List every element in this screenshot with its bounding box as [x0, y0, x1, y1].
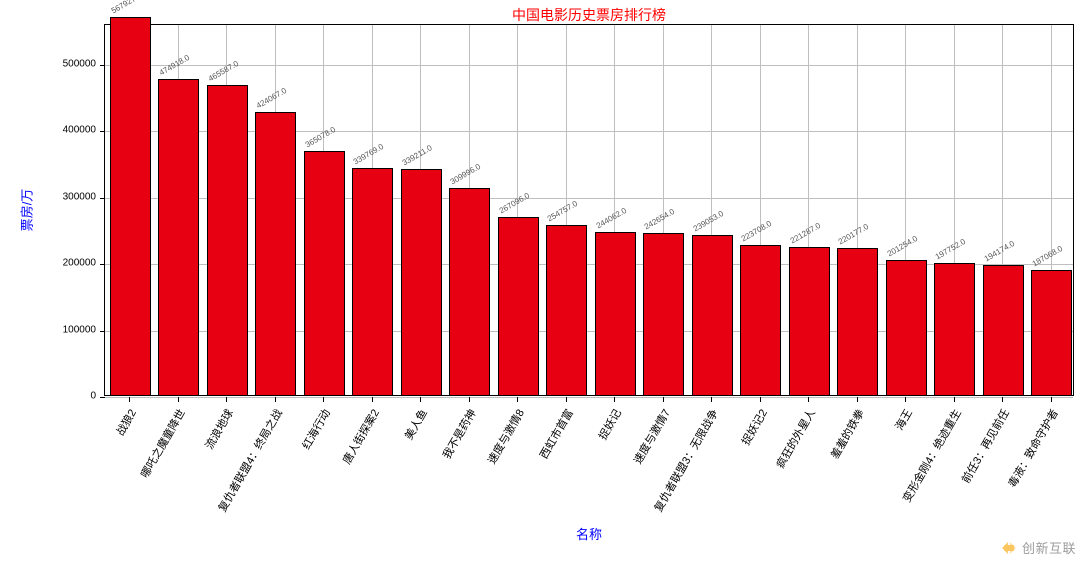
bar [304, 151, 345, 395]
y-tick-label: 200000 [63, 258, 96, 269]
logo-icon [1000, 539, 1018, 560]
bar [255, 112, 296, 395]
bar-value-label: 201254.0 [886, 234, 919, 258]
grid-line [105, 397, 1073, 398]
bar [352, 168, 393, 395]
bar [595, 232, 636, 395]
bar-value-label: 197752.0 [934, 237, 967, 261]
bar-value-label: 365078.0 [304, 125, 337, 149]
bar-value-label: 339211.0 [401, 143, 434, 167]
x-tick [1002, 397, 1003, 402]
bar-value-label: 221287.0 [789, 221, 822, 245]
x-tick [905, 397, 906, 402]
y-tick [100, 131, 105, 132]
bar-value-label: 242654.0 [643, 207, 676, 231]
x-tick [954, 397, 955, 402]
x-tick [711, 397, 712, 402]
bar-value-label: 424067.0 [255, 86, 288, 110]
bar [401, 169, 442, 395]
x-tick-label: 美人鱼 [401, 406, 431, 443]
y-tick-label: 400000 [63, 125, 96, 136]
bar-value-label: 194174.0 [983, 239, 1016, 263]
bar [110, 17, 151, 395]
x-tick-label: 哪吒之魔童降世 [136, 406, 188, 481]
bar [546, 225, 587, 395]
x-tick [129, 397, 130, 402]
bar-value-label: 309996.0 [449, 162, 482, 186]
y-tick [100, 331, 105, 332]
y-tick-label: 100000 [63, 324, 96, 335]
bar-value-label: 465587.0 [207, 59, 240, 83]
x-axis-label: 名称 [576, 524, 602, 543]
bar [740, 245, 781, 395]
grid-line [105, 264, 1073, 265]
x-tick-label: 速度与激情8 [484, 406, 528, 467]
x-tick-label: 流浪地球 [201, 406, 237, 452]
x-tick-label: 红海行动 [298, 406, 334, 452]
bar [983, 265, 1024, 395]
chart-title: 中国电影历史票房排行榜 [105, 5, 1073, 25]
x-tick-label: 海王 [891, 406, 916, 433]
bar [886, 260, 927, 395]
bar-value-label: 239053.0 [692, 209, 725, 233]
grid-line [105, 131, 1073, 132]
x-tick [808, 397, 809, 402]
bar [449, 188, 490, 395]
bar-value-label: 220177.0 [837, 222, 870, 246]
bar-value-label: 339769.0 [352, 142, 385, 166]
x-tick [566, 397, 567, 402]
y-tick [100, 264, 105, 265]
x-tick [469, 397, 470, 402]
x-tick-label: 战狼2 [112, 406, 140, 438]
x-tick [1051, 397, 1052, 402]
x-tick [178, 397, 179, 402]
watermark-text: 创新互联 [1022, 541, 1076, 556]
x-tick [275, 397, 276, 402]
x-tick [663, 397, 664, 402]
x-tick [323, 397, 324, 402]
x-tick-label: 毒液：致命守护者 [1004, 406, 1062, 490]
x-tick [226, 397, 227, 402]
x-tick-label: 疯狂的外星人 [772, 406, 819, 471]
x-tick-label: 前任3：再见前任 [958, 406, 1013, 486]
y-tick-label: 300000 [63, 191, 96, 202]
bar-value-label: 267096.0 [498, 190, 531, 214]
x-tick [760, 397, 761, 402]
y-axis-label: 票房/万 [17, 189, 36, 232]
bar [158, 79, 199, 395]
x-tick [614, 397, 615, 402]
bar [1031, 270, 1072, 395]
y-tick-label: 500000 [63, 58, 96, 69]
x-tick [857, 397, 858, 402]
x-tick-label: 捉妖记 [595, 406, 625, 443]
bar [643, 233, 684, 395]
bar-value-label: 223708.0 [740, 219, 773, 243]
x-tick [372, 397, 373, 402]
watermark: 创新互联 [1000, 538, 1076, 560]
x-tick-label: 速度与激情7 [629, 406, 673, 467]
grid-line [105, 331, 1073, 332]
x-tick-label: 唐人街探案2 [338, 406, 382, 467]
x-tick [420, 397, 421, 402]
y-tick-label: 0 [90, 391, 96, 402]
bar-value-label: 254757.0 [546, 199, 579, 223]
bar [837, 248, 878, 395]
x-tick-label: 西虹市首富 [535, 406, 576, 462]
grid-line [105, 65, 1073, 66]
bar [692, 235, 733, 395]
plot-area: 中国电影历史票房排行榜567927.0474918.0465587.042406… [104, 24, 1074, 396]
y-tick [100, 65, 105, 66]
bar [207, 85, 248, 395]
grid-line [105, 198, 1073, 199]
y-tick [100, 198, 105, 199]
x-tick-label: 羞羞的铁拳 [826, 406, 867, 462]
x-tick-label: 我不是药神 [438, 406, 479, 462]
bar [789, 247, 830, 395]
bar [498, 217, 539, 395]
x-tick [517, 397, 518, 402]
y-tick [100, 397, 105, 398]
bar [934, 263, 975, 395]
x-tick-label: 捉妖记2 [737, 406, 770, 448]
bar-value-label: 244062.0 [595, 206, 628, 230]
